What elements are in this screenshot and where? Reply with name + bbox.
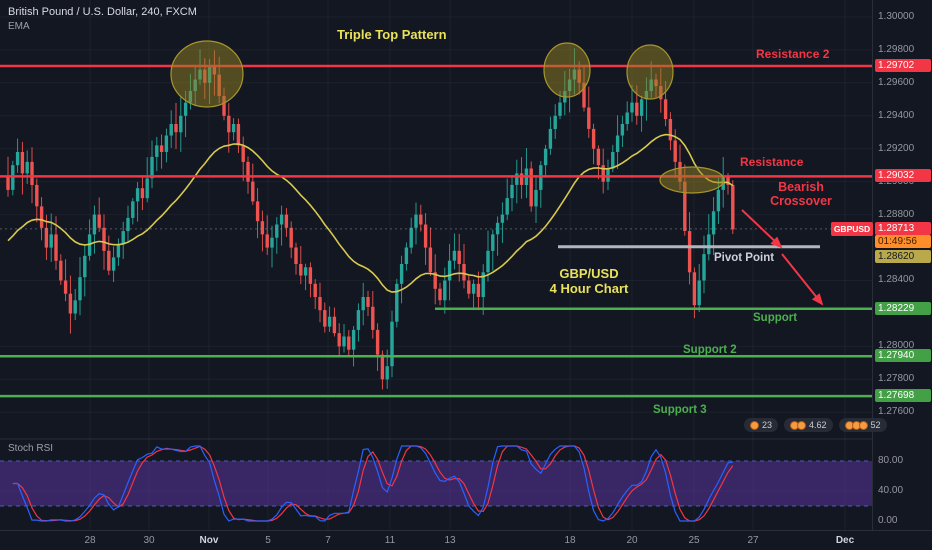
price-level-badge: 1.28229 <box>875 301 931 315</box>
support2-annotation[interactable]: Support 2 <box>683 344 737 356</box>
price-tick: 1.29200 <box>878 142 915 154</box>
time-label: 7 <box>325 535 331 546</box>
ellipse-drawing[interactable] <box>659 166 725 194</box>
price-tick: 1.28400 <box>878 274 915 286</box>
resistance2-annotation[interactable]: Resistance 2 <box>756 47 830 61</box>
grid <box>0 0 872 530</box>
time-label: 25 <box>688 535 700 546</box>
price-tick: 1.28000 <box>878 340 915 352</box>
stoch-tick: 80.00 <box>878 455 904 466</box>
time-label: 30 <box>143 535 155 546</box>
pivot-point-annotation[interactable]: Pivot Point <box>714 252 775 264</box>
stoch-rsi-label[interactable]: Stoch RSI <box>8 443 54 454</box>
price-tick: 1.29600 <box>878 76 915 88</box>
support-annotation[interactable]: Support <box>753 312 798 324</box>
stoch-band <box>0 460 872 507</box>
time-label: 11 <box>384 535 396 546</box>
price-tick: 1.30000 <box>878 10 915 22</box>
reaction-emoji-icon <box>858 420 868 430</box>
time-label: 28 <box>84 535 96 546</box>
current-price-badge: 1.28713 <box>875 221 931 235</box>
price-level-badge: 1.28620 <box>875 250 931 263</box>
price-chart-pane[interactable] <box>0 0 872 530</box>
price-tick: 1.29400 <box>878 109 915 121</box>
time-label: 18 <box>564 535 576 546</box>
price-level-badge: 1.27940 <box>875 349 931 363</box>
time-label: 20 <box>626 535 638 546</box>
bar-countdown-badge: 01:49:56 <box>875 234 931 248</box>
indicator-ema-label[interactable]: EMA <box>8 21 30 32</box>
ema-line[interactable] <box>7 133 734 293</box>
reaction-emoji-icon <box>797 420 807 430</box>
reaction-pill[interactable]: 4.62 <box>784 418 833 432</box>
time-label: Nov <box>199 535 219 546</box>
price-tick: 1.27800 <box>878 373 915 385</box>
reaction-pills[interactable]: 23 4.62 52 <box>744 418 887 432</box>
chart-watermark-annotation[interactable]: GBP/USD 4 Hour Chart <box>549 266 629 296</box>
time-label: 13 <box>444 535 456 546</box>
candlestick-series[interactable] <box>6 48 735 390</box>
ellipse-drawing[interactable] <box>170 40 244 108</box>
reaction-count: 52 <box>870 420 881 430</box>
arrow-drawing[interactable] <box>741 209 783 249</box>
price-tick: 1.27600 <box>878 406 915 418</box>
time-label: Dec <box>835 535 855 546</box>
time-label: 5 <box>265 535 271 546</box>
price-tick: 1.29800 <box>878 43 915 55</box>
reaction-count: 4.62 <box>809 420 827 430</box>
support3-annotation[interactable]: Support 3 <box>653 404 707 416</box>
triple-top-annotation[interactable]: Triple Top Pattern <box>337 27 447 42</box>
ellipse-drawing[interactable] <box>543 42 591 98</box>
reaction-pill[interactable]: 52 <box>838 418 887 432</box>
chart-legend: British Pound / U.S. Dollar, 240, FXCM E… <box>8 6 197 32</box>
price-level-badge: 1.29032 <box>875 169 931 183</box>
bearish-crossover-annotation[interactable]: Bearish Crossover <box>770 180 832 208</box>
price-level-badge: 1.27698 <box>875 389 931 403</box>
stoch-rsi-plot[interactable] <box>12 445 734 522</box>
ellipse-drawing[interactable] <box>626 44 674 100</box>
level-lines[interactable] <box>0 64 872 398</box>
price-axis[interactable]: 1.30000 1.29800 1.29600 1.29400 1.29200 1.290… <box>831 0 932 530</box>
symbol-price-tag: GBPUSD <box>831 221 873 236</box>
reaction-emoji-icon <box>750 420 759 430</box>
resistance-annotation[interactable]: Resistance <box>740 155 804 169</box>
stoch-tick: 0.00 <box>878 515 898 526</box>
reaction-count: 23 <box>762 420 773 430</box>
symbol-title[interactable]: British Pound / U.S. Dollar, 240, FXCM <box>8 6 197 18</box>
price-tick: 1.28800 <box>878 208 915 220</box>
stoch-tick: 40.00 <box>878 485 904 496</box>
arrow-drawing[interactable] <box>781 253 824 306</box>
reaction-pill[interactable]: 23 <box>744 418 779 432</box>
time-axis[interactable]: 28 30 Nov 5 7 11 13 18 20 25 27 Dec <box>0 530 932 550</box>
time-label: 27 <box>747 535 759 546</box>
price-level-badge: 1.29702 <box>875 59 931 72</box>
